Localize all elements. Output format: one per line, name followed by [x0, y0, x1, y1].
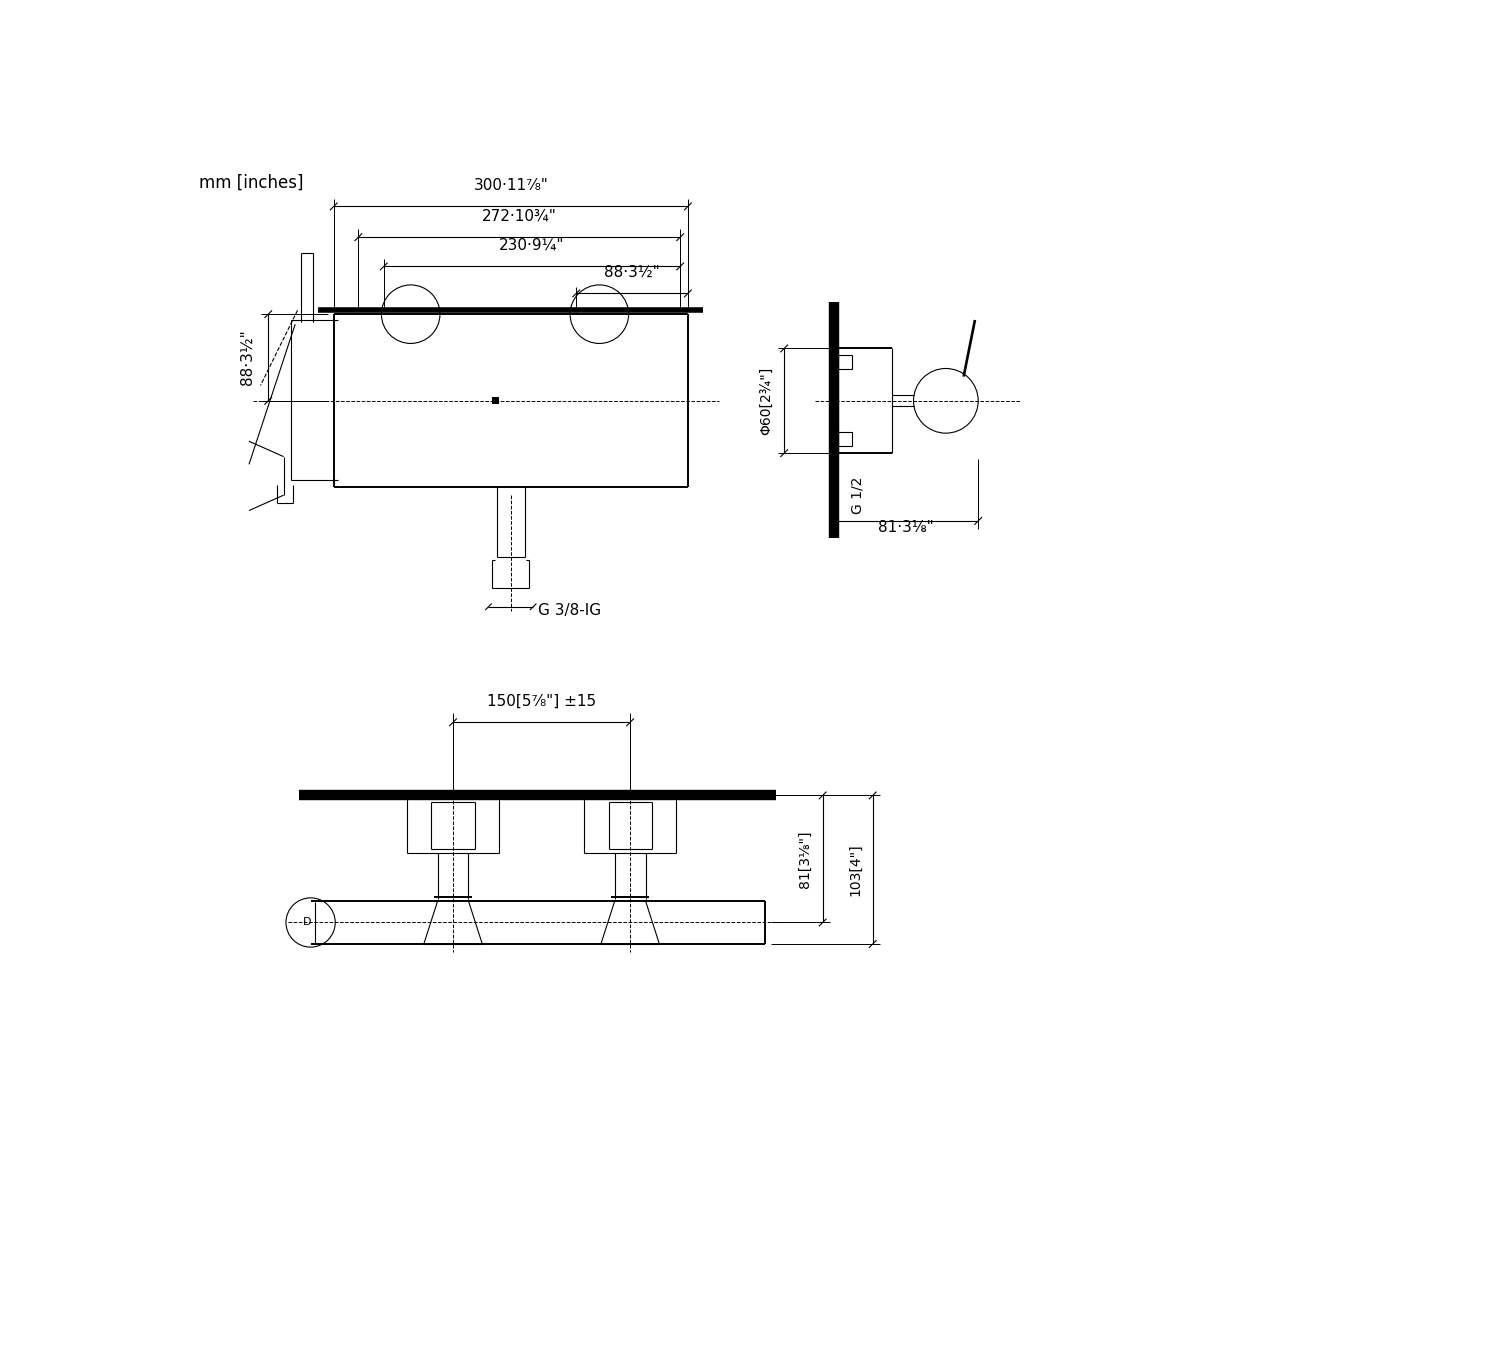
Text: G 1/2: G 1/2 — [850, 477, 864, 514]
Text: 88‧3½": 88‧3½" — [240, 329, 255, 385]
Text: 88‧3½": 88‧3½" — [604, 265, 660, 279]
Text: G 3/8-IG: G 3/8-IG — [537, 603, 602, 618]
Text: mm [inches]: mm [inches] — [200, 174, 303, 191]
Bar — [839, 355, 852, 369]
Text: D: D — [303, 917, 310, 927]
Bar — [839, 432, 852, 446]
Text: Φ60[2¾"]: Φ60[2¾"] — [759, 366, 774, 435]
Text: 81‧3⅛": 81‧3⅛" — [879, 519, 934, 534]
Text: 300‧11⁷⁄₈": 300‧11⁷⁄₈" — [474, 178, 548, 193]
Bar — [492, 398, 500, 405]
Text: 103[4"]: 103[4"] — [847, 843, 862, 895]
Text: 230‧9¼": 230‧9¼" — [500, 238, 564, 253]
Text: 150[5⁷⁄₈"] ±15: 150[5⁷⁄₈"] ±15 — [488, 693, 596, 708]
Text: 272‧10¾": 272‧10¾" — [482, 208, 556, 223]
Text: 81[3⅛"]: 81[3⅛"] — [798, 830, 812, 887]
